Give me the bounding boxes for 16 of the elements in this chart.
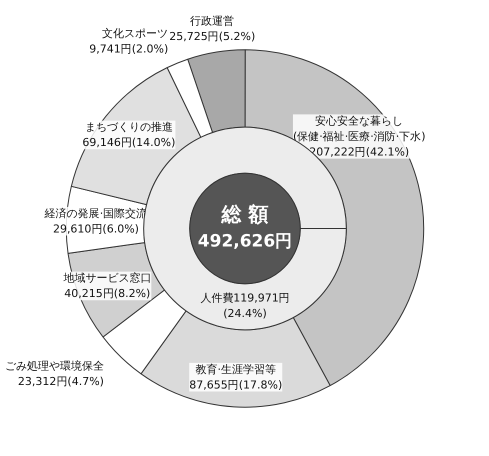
slice-label: まちづくりの推進 — [84, 120, 173, 134]
text: 492,626円 — [198, 231, 292, 252]
data-label: 40,215円(8.2%) — [64, 287, 150, 300]
data-label: 69,146円(14.0%) — [82, 136, 176, 150]
text: 総 額 — [220, 202, 268, 226]
data-label: 87,655円(17.8%) — [189, 378, 282, 392]
slice-label: 地域サービス窓口 — [62, 272, 152, 285]
text: 人件費119,971円 (24.4%) — [200, 291, 290, 320]
slice-label: 文化スポーツ — [102, 26, 168, 40]
data-label: 25,725円(5.2%) — [169, 30, 256, 44]
slice-label: 行政運営 — [190, 14, 234, 28]
slice-label: ごみ処理や環境保全 — [4, 359, 104, 372]
data-label: 9,741円(2.0%) — [89, 42, 168, 56]
slice-label: 教育·生涯学習等 — [195, 362, 276, 376]
data-label: 23,312円(4.7%) — [18, 375, 104, 388]
data-label: 29,610円(6.0%) — [52, 222, 139, 236]
